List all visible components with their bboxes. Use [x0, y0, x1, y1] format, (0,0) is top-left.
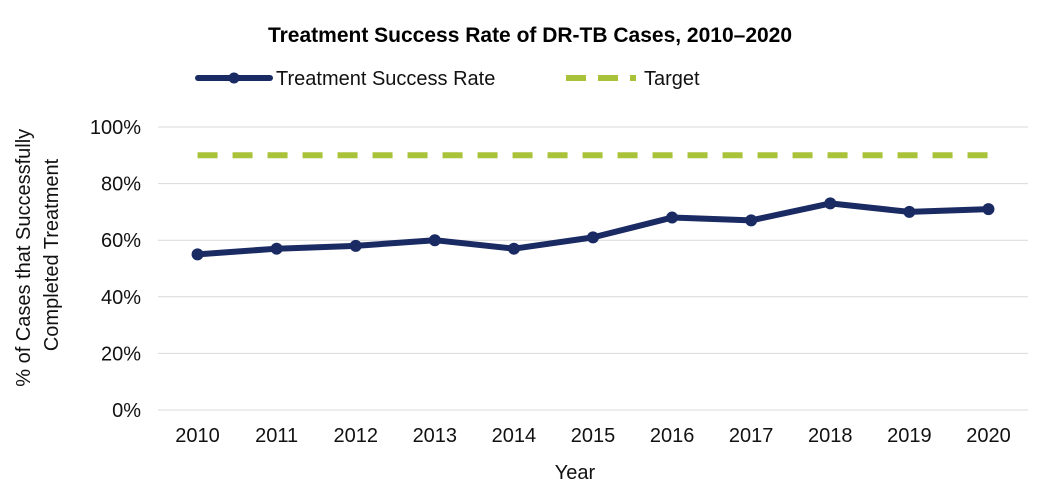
y-tick-label: 40% — [101, 287, 141, 309]
y-tick-label: 60% — [101, 230, 141, 252]
success-rate-point — [587, 231, 599, 244]
x-tick-label: 2018 — [808, 425, 853, 447]
x-tick-label: 2014 — [492, 425, 537, 447]
x-tick-label: 2013 — [413, 425, 458, 447]
x-axis: 2010 2011 2012 2013 2014 2015 2016 2017 2018 2019… — [175, 425, 1010, 447]
success-rate-point — [270, 242, 283, 255]
grid-lines — [158, 126, 1028, 411]
success-rate-point — [191, 248, 204, 261]
success-series — [191, 197, 995, 261]
legend: Treatment Success Rate Target — [195, 68, 700, 90]
success-rate-point — [903, 205, 916, 218]
y-tick-label: 100% — [90, 117, 141, 139]
success-rate-line — [194, 200, 992, 258]
x-axis-title: Year — [555, 462, 596, 484]
chart-title: Treatment Success Rate of DR-TB Cases, 2… — [268, 24, 792, 47]
legend-target-label: Target — [644, 68, 700, 90]
success-rate-point — [666, 211, 679, 224]
legend-success-label: Treatment Success Rate — [276, 68, 495, 90]
y-tick-label: 20% — [101, 343, 141, 365]
success-rate-point — [824, 197, 837, 210]
x-tick-label: 2012 — [333, 425, 378, 447]
y-axis: 0% 20% 40% 60% 80% 100% — [90, 117, 141, 422]
x-tick-label: 2019 — [887, 425, 932, 447]
y-tick-label: 80% — [101, 174, 141, 196]
y-axis-title: % of Cases that Successfully Completed T… — [13, 123, 63, 386]
success-rate-point — [428, 234, 441, 247]
y-axis-title-line-1: % of Cases that Successfully — [13, 129, 35, 387]
x-tick-label: 2011 — [255, 425, 298, 447]
success-rate-point — [745, 214, 758, 227]
y-axis-title-line-2: Completed Treatment — [41, 158, 63, 351]
x-tick-label: 2020 — [966, 425, 1011, 447]
success-rate-point — [982, 203, 995, 216]
success-rate-point — [507, 242, 520, 255]
x-tick-label: 2010 — [175, 425, 220, 447]
x-tick-label: 2016 — [650, 425, 695, 447]
y-tick-label: 0% — [112, 400, 141, 422]
legend-success-marker — [228, 72, 240, 84]
x-tick-label: 2017 — [729, 425, 774, 447]
success-rate-point — [349, 239, 362, 252]
x-tick-label: 2015 — [571, 425, 616, 447]
